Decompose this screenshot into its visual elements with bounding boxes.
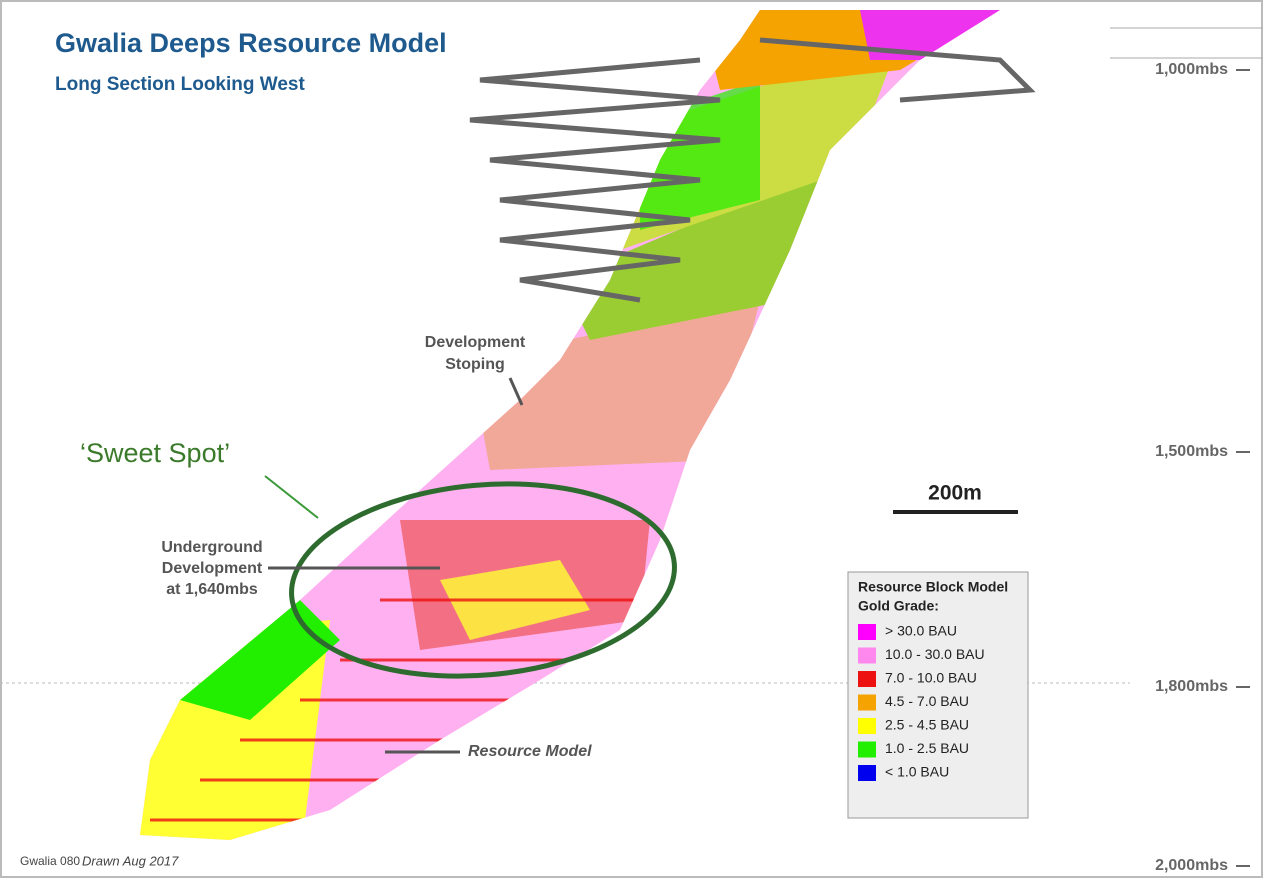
legend-label: < 1.0 BAU [885, 764, 949, 780]
legend [847, 571, 1029, 819]
legend-label: 4.5 - 7.0 BAU [885, 693, 969, 709]
legend-swatch [858, 694, 876, 711]
legend-label: 1.0 - 2.5 BAU [885, 740, 969, 756]
legend-title: Resource Block Model [858, 579, 1008, 595]
footer-code: Gwalia 080 [20, 854, 80, 868]
depth-label: 1,800mbs [1155, 678, 1228, 695]
legend-swatch [858, 741, 876, 758]
depth-label: 1,500mbs [1155, 443, 1228, 460]
annotation: Resource Model [468, 743, 592, 760]
scale-label: 200m [928, 482, 982, 505]
annotation: Development [162, 560, 263, 577]
depth-label: 2,000mbs [1155, 857, 1228, 874]
annotation: Development [425, 334, 526, 351]
legend-swatch [858, 671, 876, 687]
decline [759, 37, 1036, 103]
annotation: Underground [161, 539, 262, 556]
legend-label: 7.0 - 10.0 BAU [885, 670, 977, 686]
sweet-spot-ellipse [289, 481, 677, 679]
title: Gwalia Deeps Resource Model [55, 28, 447, 58]
legend-title: Gold Grade: [858, 598, 939, 614]
legend-swatch [858, 765, 876, 781]
sweet-spot-label: ‘Sweet Spot’ [80, 438, 230, 468]
legend-swatch [858, 718, 876, 734]
arrow [508, 377, 524, 406]
depth-label: 1,000mbs [1155, 61, 1228, 78]
arrow [264, 475, 319, 519]
subtitle: Long Section Looking West [55, 74, 305, 95]
legend-label: > 30.0 BAU [885, 623, 957, 639]
decline [469, 57, 721, 303]
footer-drawn: Drawn Aug 2017 [82, 853, 179, 868]
legend-label: 10.0 - 30.0 BAU [885, 646, 985, 662]
legend-label: 2.5 - 4.5 BAU [885, 717, 969, 733]
annotation: at 1,640mbs [166, 581, 258, 598]
legend-swatch [858, 624, 876, 640]
legend-swatch [858, 647, 876, 664]
annotation: Stoping [445, 356, 505, 373]
